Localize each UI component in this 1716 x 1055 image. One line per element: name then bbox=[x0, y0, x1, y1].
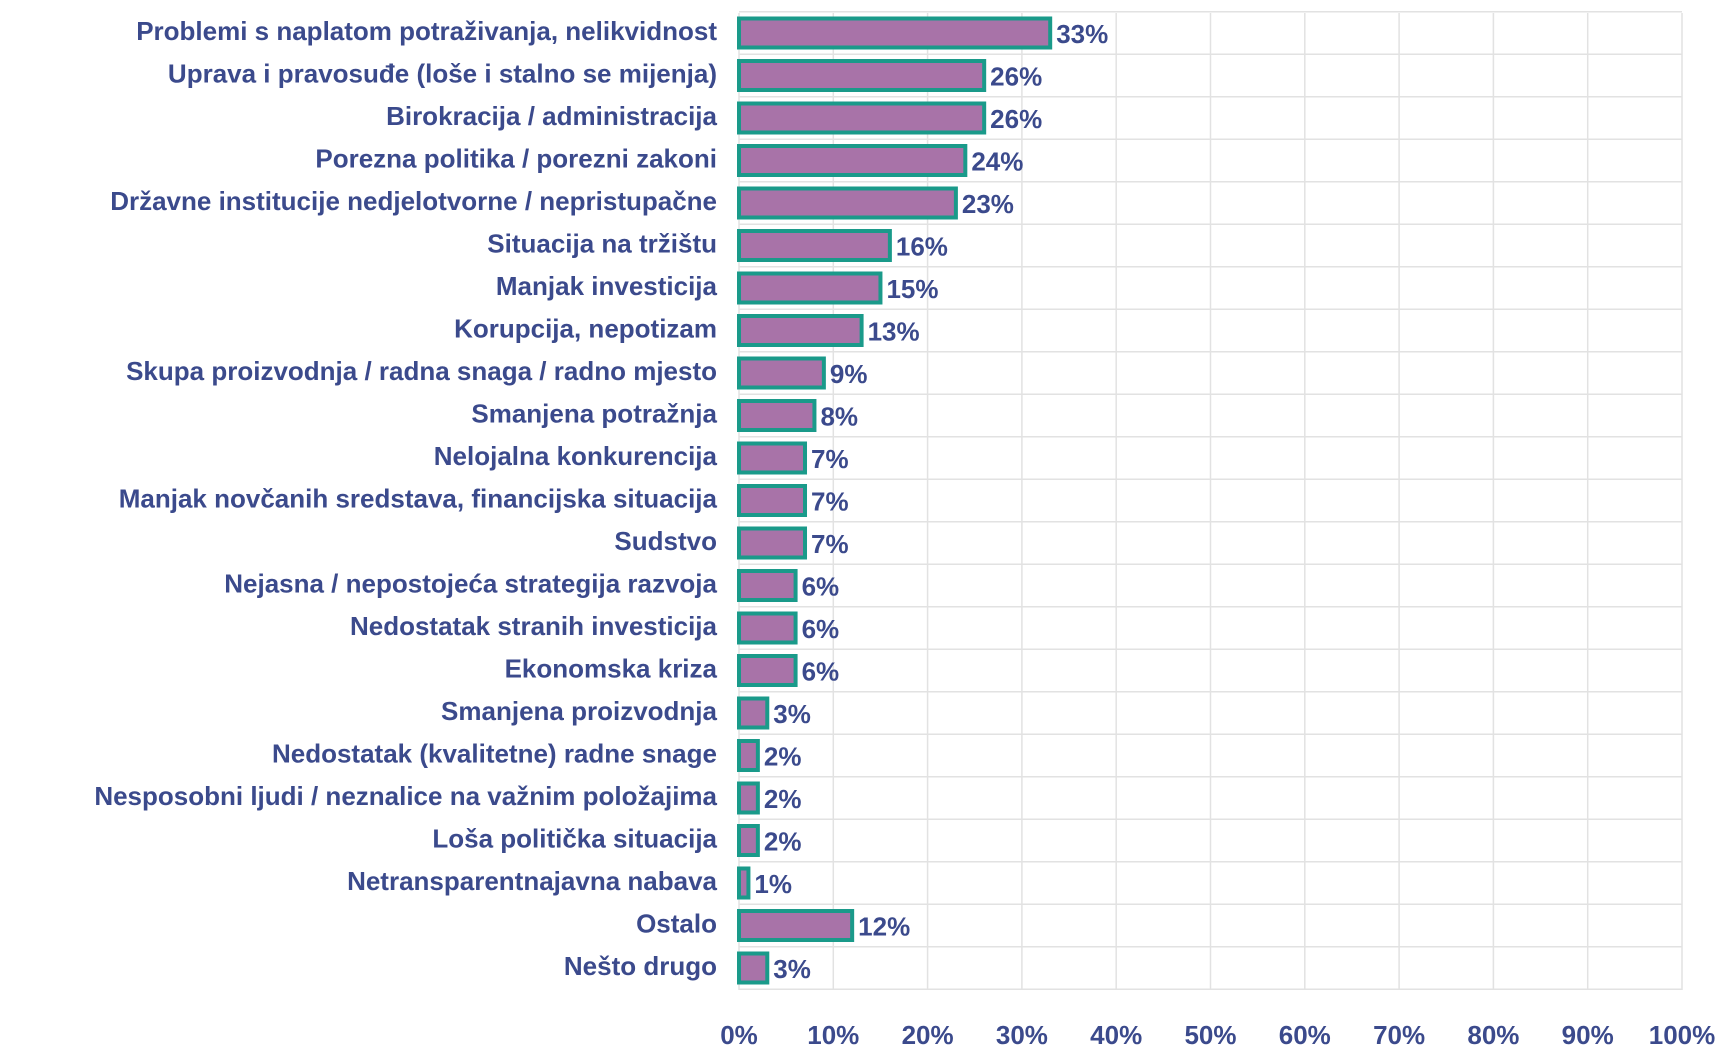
x-tick-label: 50% bbox=[1184, 1020, 1236, 1050]
category-label: Nedostatak stranih investicija bbox=[350, 611, 718, 641]
category-label: Birokracija / administracija bbox=[386, 101, 717, 131]
category-label: Sudstvo bbox=[614, 526, 717, 556]
bar bbox=[737, 739, 760, 772]
data-label: 7% bbox=[811, 444, 849, 474]
x-tick-label: 40% bbox=[1090, 1020, 1142, 1050]
category-label: Uprava i pravosuđe (loše i stalno se mij… bbox=[168, 58, 717, 88]
category-label: Loša politička situacija bbox=[432, 823, 717, 853]
category-label: Problemi s naplatom potraživanja, nelikv… bbox=[136, 16, 717, 46]
x-tick-label: 10% bbox=[807, 1020, 859, 1050]
data-label: 2% bbox=[764, 784, 802, 814]
category-label: Smanjena potražnja bbox=[471, 398, 717, 428]
bar bbox=[737, 866, 751, 900]
data-label: 26% bbox=[990, 104, 1042, 134]
bar bbox=[737, 781, 760, 815]
bar bbox=[737, 909, 855, 942]
bar bbox=[737, 951, 770, 985]
data-label: 6% bbox=[802, 656, 840, 686]
data-label: 7% bbox=[811, 486, 849, 516]
category-label: Nelojalna konkurencija bbox=[434, 441, 718, 471]
bar bbox=[737, 229, 892, 262]
category-label: Nedostatak (kvalitetne) radne snage bbox=[272, 738, 717, 768]
bar bbox=[737, 16, 1053, 50]
data-label: 2% bbox=[764, 741, 802, 771]
data-label: 33% bbox=[1056, 19, 1108, 49]
data-label: 6% bbox=[802, 614, 840, 644]
x-tick-label: 20% bbox=[902, 1020, 954, 1050]
bar bbox=[737, 824, 760, 857]
bar bbox=[737, 144, 968, 177]
data-label: 2% bbox=[764, 826, 802, 856]
category-label: Ekonomska kriza bbox=[505, 653, 718, 683]
category-label: Netransparentnajavna nabava bbox=[347, 866, 717, 896]
data-label: 1% bbox=[754, 869, 792, 899]
data-label: 7% bbox=[811, 529, 849, 559]
category-label: Situacija na tržištu bbox=[487, 228, 717, 258]
x-tick-label: 80% bbox=[1467, 1020, 1519, 1050]
data-label: 9% bbox=[830, 359, 868, 389]
category-label: Korupcija, nepotizam bbox=[454, 313, 717, 343]
bar bbox=[737, 696, 770, 730]
data-label: 6% bbox=[802, 571, 840, 601]
bar bbox=[737, 101, 987, 135]
bar bbox=[737, 441, 808, 475]
data-label: 23% bbox=[962, 189, 1014, 219]
data-label: 8% bbox=[820, 401, 858, 431]
category-label: Državne institucije nedjelotvorne / nepr… bbox=[110, 186, 717, 216]
category-label: Smanjena proizvodnja bbox=[441, 696, 717, 726]
x-tick-label: 70% bbox=[1373, 1020, 1425, 1050]
x-tick-label: 60% bbox=[1279, 1020, 1331, 1050]
data-label: 16% bbox=[896, 231, 948, 261]
x-tick-label: 90% bbox=[1562, 1020, 1614, 1050]
x-tick-label: 0% bbox=[720, 1020, 758, 1050]
category-label: Manjak investicija bbox=[496, 271, 718, 301]
data-label: 12% bbox=[858, 911, 910, 941]
category-label: Nejasna / nepostojeća strategija razvoja bbox=[224, 568, 717, 598]
bar bbox=[737, 186, 958, 220]
x-tick-label: 30% bbox=[996, 1020, 1048, 1050]
category-label: Porezna politika / porezni zakoni bbox=[315, 143, 717, 173]
data-label: 13% bbox=[868, 316, 920, 346]
bar bbox=[737, 356, 826, 390]
category-label: Ostalo bbox=[636, 908, 717, 938]
data-label: 24% bbox=[971, 146, 1023, 176]
category-label: Manjak novčanih sredstava, financijska s… bbox=[119, 483, 718, 513]
bar bbox=[737, 569, 798, 602]
bar bbox=[737, 59, 987, 92]
category-label: Nešto drugo bbox=[564, 951, 717, 981]
data-label: 15% bbox=[886, 274, 938, 304]
data-label: 26% bbox=[990, 61, 1042, 91]
category-label: Nesposobni ljudi / neznalice na važnim p… bbox=[94, 781, 717, 811]
x-tick-label: 100% bbox=[1649, 1020, 1716, 1050]
data-label: 3% bbox=[773, 699, 811, 729]
bar bbox=[737, 484, 808, 517]
bar bbox=[737, 314, 864, 347]
bar bbox=[737, 399, 817, 432]
bar bbox=[737, 654, 798, 687]
bar bbox=[737, 526, 808, 560]
category-label: Skupa proizvodnja / radna snaga / radno … bbox=[126, 356, 717, 386]
bar bbox=[737, 271, 883, 305]
data-label: 3% bbox=[773, 954, 811, 984]
bar bbox=[737, 611, 798, 645]
